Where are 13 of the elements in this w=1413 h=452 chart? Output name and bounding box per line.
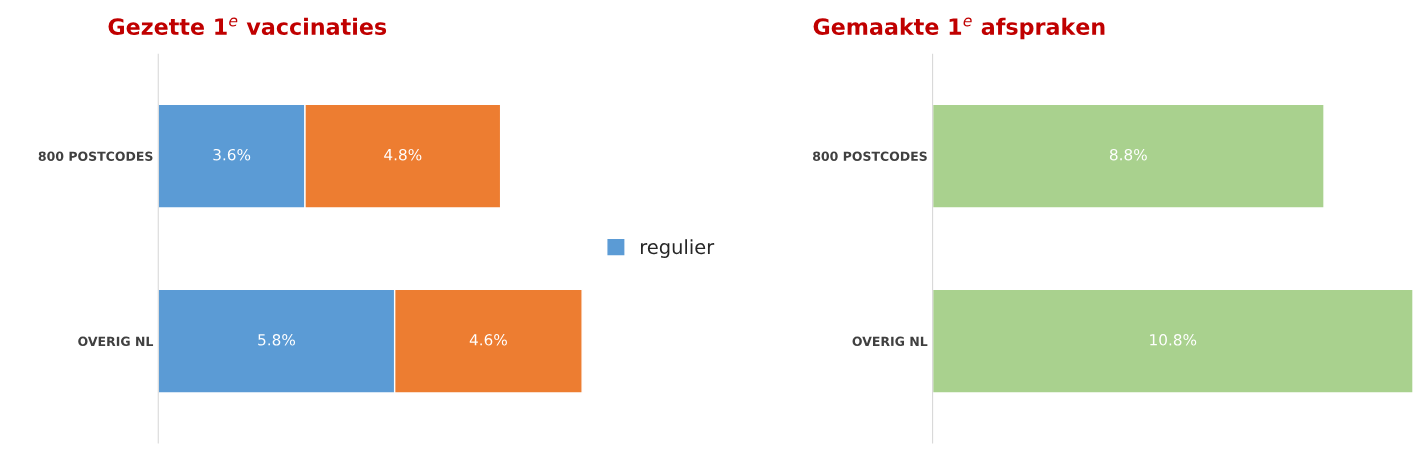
- legend-label: regulier: [641, 239, 715, 259]
- data-label: 3.6%: [213, 148, 251, 161]
- data-label: 5.8%: [258, 334, 296, 346]
- y-tick-label: OVERIG NL: [852, 336, 928, 347]
- data-label: 10.8%: [1150, 334, 1197, 346]
- y-tick-label: OVERIG NL: [78, 336, 154, 347]
- data-label: 4.6%: [469, 334, 507, 346]
- chart-title: Gemaakte 1$^{e}$ afspraken: [813, 17, 1105, 40]
- chart-title: Gezette 1$^{e}$ vaccinaties: [108, 17, 387, 35]
- data-label: 4.8%: [384, 148, 422, 161]
- y-tick-label: 800 POSTCODES: [38, 151, 153, 161]
- y-tick-label: 800 POSTCODES: [813, 151, 927, 161]
- data-label: 8.8%: [1109, 148, 1147, 161]
